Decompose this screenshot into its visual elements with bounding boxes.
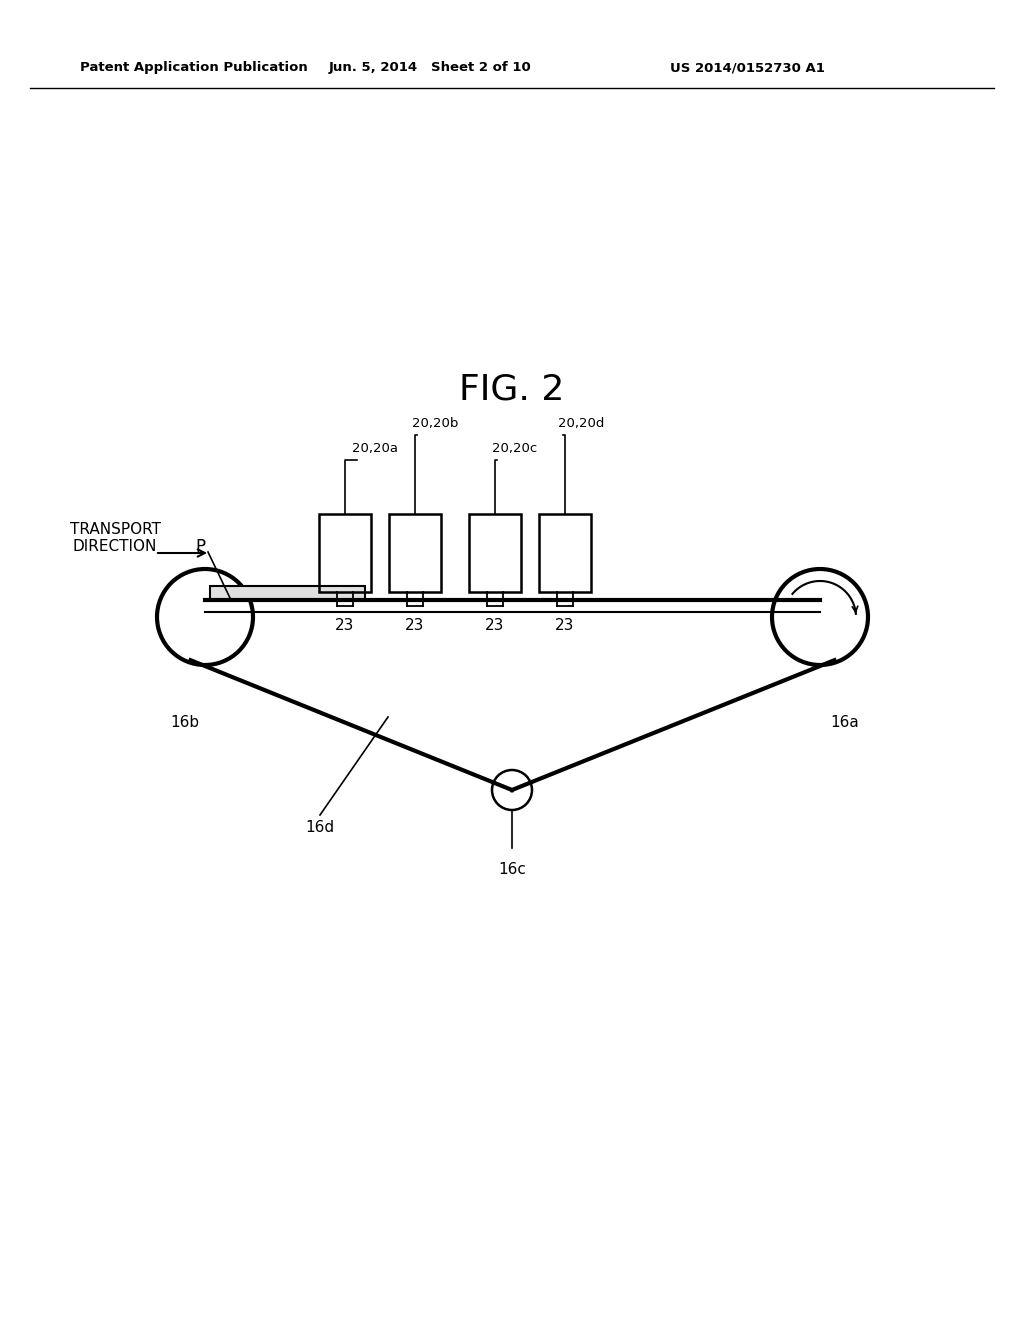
Bar — [539, 513, 591, 591]
Bar — [389, 513, 441, 591]
Text: Patent Application Publication: Patent Application Publication — [80, 62, 308, 74]
Text: 20,20c: 20,20c — [492, 442, 538, 455]
Text: 20,20d: 20,20d — [558, 417, 604, 430]
Text: Jun. 5, 2014   Sheet 2 of 10: Jun. 5, 2014 Sheet 2 of 10 — [329, 62, 531, 74]
Text: US 2014/0152730 A1: US 2014/0152730 A1 — [670, 62, 825, 74]
Text: 16a: 16a — [830, 715, 859, 730]
Text: 23: 23 — [335, 618, 354, 634]
Text: 23: 23 — [406, 618, 425, 634]
Text: 16b: 16b — [170, 715, 200, 730]
Bar — [210, 586, 365, 601]
Text: P: P — [195, 539, 205, 556]
Text: 16d: 16d — [305, 820, 335, 836]
Text: 20,20b: 20,20b — [412, 417, 459, 430]
Bar — [319, 513, 371, 591]
Bar — [469, 513, 521, 591]
Text: 23: 23 — [485, 618, 505, 634]
Text: 20,20a: 20,20a — [352, 442, 398, 455]
Text: 16c: 16c — [498, 862, 526, 876]
Text: TRANSPORT
DIRECTION: TRANSPORT DIRECTION — [70, 521, 161, 554]
Text: FIG. 2: FIG. 2 — [460, 374, 564, 407]
Text: 23: 23 — [555, 618, 574, 634]
